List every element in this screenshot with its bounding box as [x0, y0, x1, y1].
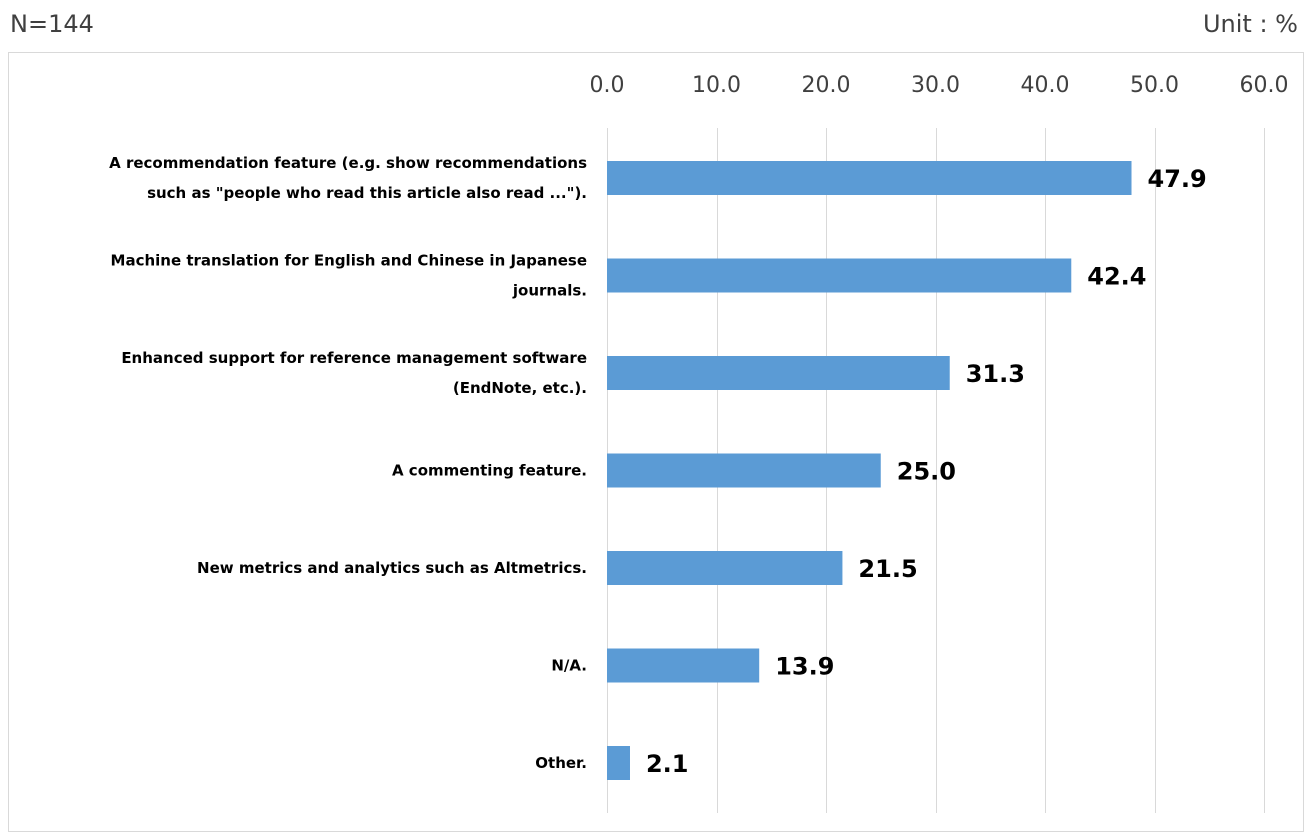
bars — [607, 161, 1132, 780]
data-label: 13.9 — [775, 653, 834, 681]
data-label: 42.4 — [1087, 263, 1146, 291]
bar — [607, 453, 881, 488]
category-labels: A recommendation feature (e.g. show reco… — [109, 154, 587, 772]
bar — [607, 648, 760, 683]
category-label: Other. — [535, 754, 587, 772]
x-tick-label: 10.0 — [692, 73, 741, 98]
category-label-line: Machine translation for English and Chin… — [111, 252, 587, 270]
bar — [607, 746, 630, 780]
category-label-line: Other. — [535, 754, 587, 772]
chart-frame — [8, 52, 1304, 832]
bar — [607, 161, 1132, 195]
x-tick-label: 50.0 — [1130, 73, 1179, 98]
category-label: N/A. — [551, 657, 587, 675]
x-tick-label: 20.0 — [802, 73, 851, 98]
data-labels: 47.9 42.4 31.3 25.0 21.5 13.9 2.1 — [646, 165, 1207, 778]
x-tick-label: 40.0 — [1021, 73, 1070, 98]
x-tick-label: 60.0 — [1240, 73, 1289, 98]
category-label-line: New metrics and analytics such as Altmet… — [197, 559, 587, 577]
category-label-line: A recommendation feature (e.g. show reco… — [109, 154, 587, 172]
category-label-line: (EndNote, etc.). — [453, 379, 587, 397]
data-label: 2.1 — [646, 750, 689, 778]
data-label: 47.9 — [1148, 165, 1207, 193]
category-label-line: such as "people who read this article al… — [147, 184, 587, 202]
unit-label: Unit : % — [1202, 10, 1298, 38]
category-label-line: A commenting feature. — [392, 462, 587, 480]
bar — [607, 258, 1072, 293]
data-label: 21.5 — [858, 555, 917, 583]
x-tick-label: 30.0 — [911, 73, 960, 98]
category-label: New metrics and analytics such as Altmet… — [197, 559, 587, 577]
data-label: 25.0 — [897, 458, 956, 486]
category-label-line: journals. — [512, 282, 587, 300]
category-label-line: N/A. — [551, 657, 587, 675]
x-axis-ticks: 0.0 10.0 20.0 30.0 40.0 50.0 60.0 — [590, 73, 1289, 98]
category-label: A commenting feature. — [392, 462, 587, 480]
data-label: 31.3 — [966, 360, 1025, 388]
category-label: Machine translation for English and Chin… — [111, 252, 587, 300]
category-label: Enhanced support for reference managemen… — [121, 349, 587, 397]
x-tick-label: 0.0 — [590, 73, 625, 98]
category-label-line: Enhanced support for reference managemen… — [121, 349, 587, 367]
bar — [607, 356, 950, 390]
sample-size-label: N=144 — [10, 10, 94, 38]
category-label: A recommendation feature (e.g. show reco… — [109, 154, 587, 202]
bar — [607, 551, 843, 585]
